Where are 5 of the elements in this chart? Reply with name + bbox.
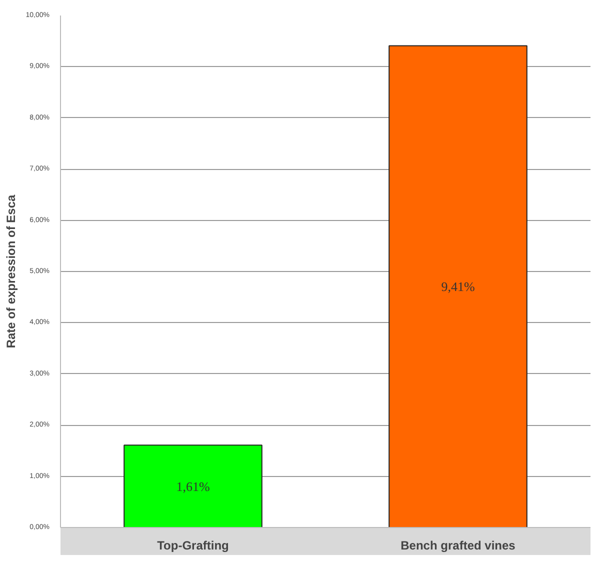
y-axis-title: Rate of expression of Esca [4, 194, 18, 348]
x-tick-label: Bench grafted vines [400, 538, 516, 552]
x-tick-label: Top-Grafting [157, 538, 229, 552]
data-label: 1,61% [176, 478, 210, 494]
data-label: 9,41% [441, 279, 475, 294]
